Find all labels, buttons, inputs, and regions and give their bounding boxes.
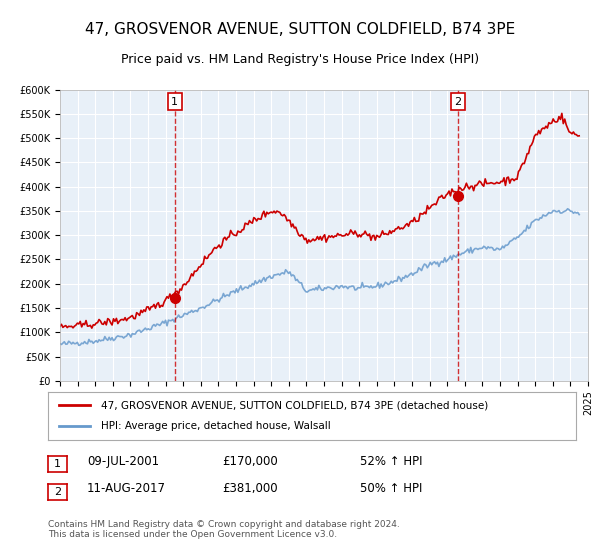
Text: 2: 2: [54, 487, 61, 497]
Text: 1: 1: [171, 97, 178, 107]
Text: 1: 1: [54, 459, 61, 469]
Text: 47, GROSVENOR AVENUE, SUTTON COLDFIELD, B74 3PE: 47, GROSVENOR AVENUE, SUTTON COLDFIELD, …: [85, 22, 515, 38]
Text: Contains HM Land Registry data © Crown copyright and database right 2024.
This d: Contains HM Land Registry data © Crown c…: [48, 520, 400, 539]
Text: 47, GROSVENOR AVENUE, SUTTON COLDFIELD, B74 3PE (detached house): 47, GROSVENOR AVENUE, SUTTON COLDFIELD, …: [101, 400, 488, 410]
Text: 09-JUL-2001: 09-JUL-2001: [87, 455, 159, 468]
Text: 11-AUG-2017: 11-AUG-2017: [87, 482, 166, 495]
Text: HPI: Average price, detached house, Walsall: HPI: Average price, detached house, Wals…: [101, 421, 331, 431]
Text: 52% ↑ HPI: 52% ↑ HPI: [360, 455, 422, 468]
Text: £381,000: £381,000: [222, 482, 278, 495]
Text: Price paid vs. HM Land Registry's House Price Index (HPI): Price paid vs. HM Land Registry's House …: [121, 53, 479, 66]
Text: £170,000: £170,000: [222, 455, 278, 468]
Text: 2: 2: [454, 97, 461, 107]
Text: 50% ↑ HPI: 50% ↑ HPI: [360, 482, 422, 495]
